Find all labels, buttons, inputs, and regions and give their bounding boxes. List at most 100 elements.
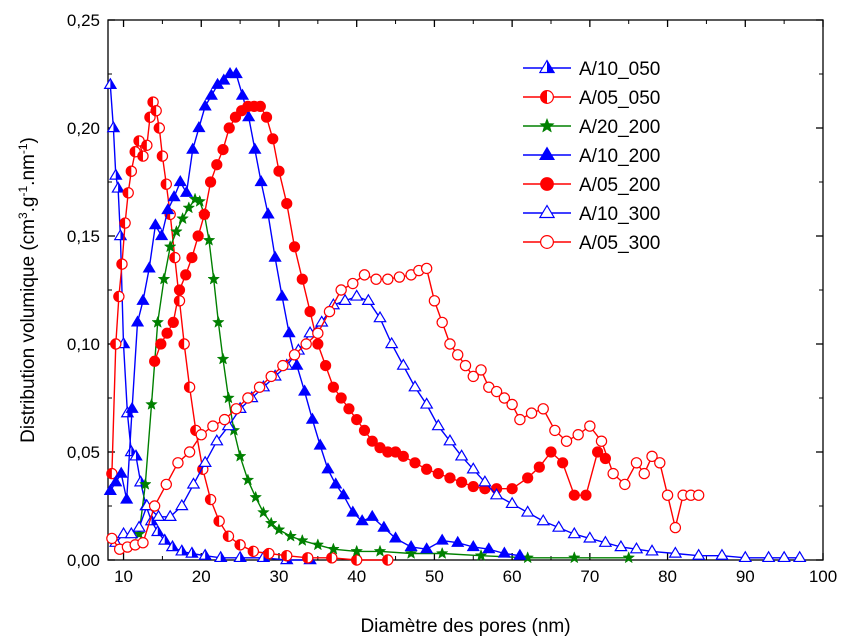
series-a-10-200: [103, 67, 527, 560]
data-point: [210, 434, 224, 446]
data-point: [622, 551, 636, 564]
data-point: [347, 277, 359, 290]
data-point: [466, 462, 481, 474]
marker-fill-half: [147, 96, 154, 108]
legend-item: A/05_300: [523, 233, 660, 254]
data-point: [567, 526, 582, 539]
data-point: [638, 467, 650, 480]
data-point: [155, 229, 169, 241]
series-a-10-300: [109, 289, 807, 563]
x-axis-title: Diamètre des pores (nm): [360, 616, 570, 637]
data-point: [129, 146, 141, 158]
data-point: [223, 122, 235, 134]
data-point: [404, 546, 418, 559]
data-point: [490, 385, 503, 398]
data-point: [661, 489, 674, 501]
marker-fill-half: [141, 140, 147, 151]
data-point: [520, 505, 535, 517]
data-point: [170, 224, 183, 238]
data-point: [211, 315, 225, 328]
data-point: [552, 520, 566, 532]
data-point: [646, 450, 658, 463]
data-point: [182, 201, 196, 214]
data-point: [163, 240, 177, 253]
marker-fill-half: [130, 146, 136, 157]
data-point: [350, 544, 364, 557]
data-point: [365, 509, 379, 521]
data-point: [355, 514, 369, 526]
data-point: [560, 435, 573, 447]
data-point: [584, 420, 596, 432]
data-point: [715, 548, 729, 560]
data-point: [346, 505, 360, 517]
data-point: [384, 336, 399, 349]
data-point: [183, 446, 196, 458]
data-point: [580, 489, 592, 501]
y-tick-label: 0,25: [67, 11, 100, 30]
data-point: [295, 533, 309, 546]
data-point: [273, 165, 285, 177]
data-point: [178, 338, 190, 350]
data-point: [147, 96, 159, 108]
data-point: [254, 175, 268, 187]
data-point: [312, 338, 324, 350]
data-point: [506, 483, 518, 495]
marker-fill-half: [248, 546, 254, 557]
data-point: [124, 526, 139, 539]
data-point: [421, 463, 433, 475]
data-point: [409, 457, 421, 469]
marker-fill-half: [118, 182, 124, 193]
y-axis-title-part: ): [18, 137, 39, 143]
data-point: [163, 509, 177, 521]
data-point: [669, 521, 682, 534]
data-point: [505, 496, 519, 509]
data-point: [217, 144, 229, 156]
data-point: [312, 327, 324, 339]
data-point: [444, 472, 456, 484]
data-point: [145, 397, 158, 410]
y-axis-ticks: 0,00 0,05 0,10 0,15 0,20 0,25: [67, 11, 823, 570]
x-tick-label: 60: [503, 567, 522, 586]
marker-fill-half: [119, 217, 126, 229]
data-point: [326, 552, 338, 564]
data-point: [103, 77, 118, 89]
data-point: [388, 531, 403, 543]
legend-marker: [538, 59, 556, 74]
data-point: [114, 466, 128, 478]
data-point: [204, 88, 218, 100]
marker-fill-half: [184, 382, 190, 393]
marker-fill-half: [116, 258, 122, 270]
data-point: [233, 550, 247, 563]
data-point: [109, 475, 123, 487]
marker-fill-half: [220, 551, 227, 562]
legend-item: A/10_200: [523, 146, 660, 167]
marker-fill-half: [113, 122, 120, 132]
data-point: [213, 515, 225, 527]
data-point: [176, 212, 189, 225]
data-point: [522, 472, 534, 484]
data-point: [614, 539, 628, 552]
data-point: [149, 355, 161, 367]
data-point: [419, 397, 434, 409]
data-point: [290, 358, 304, 370]
data-point: [148, 218, 162, 230]
data-point: [281, 549, 293, 562]
y-axis-title-part: .g: [18, 196, 39, 212]
marker-fill-half: [172, 541, 179, 551]
data-point: [157, 533, 172, 545]
marker-fill-half: [123, 187, 129, 198]
data-point: [116, 258, 128, 270]
data-point: [343, 403, 355, 415]
marker-fill-half: [205, 494, 211, 505]
data-point: [157, 272, 171, 285]
data-point: [195, 429, 207, 441]
y-tick-label: 0,00: [67, 551, 100, 570]
data-point: [242, 110, 256, 122]
marker-fill-half: [137, 150, 143, 162]
data-point: [173, 284, 186, 296]
data-point: [619, 478, 631, 491]
data-point: [235, 88, 250, 100]
data-point: [598, 535, 613, 547]
data-point: [198, 455, 212, 467]
